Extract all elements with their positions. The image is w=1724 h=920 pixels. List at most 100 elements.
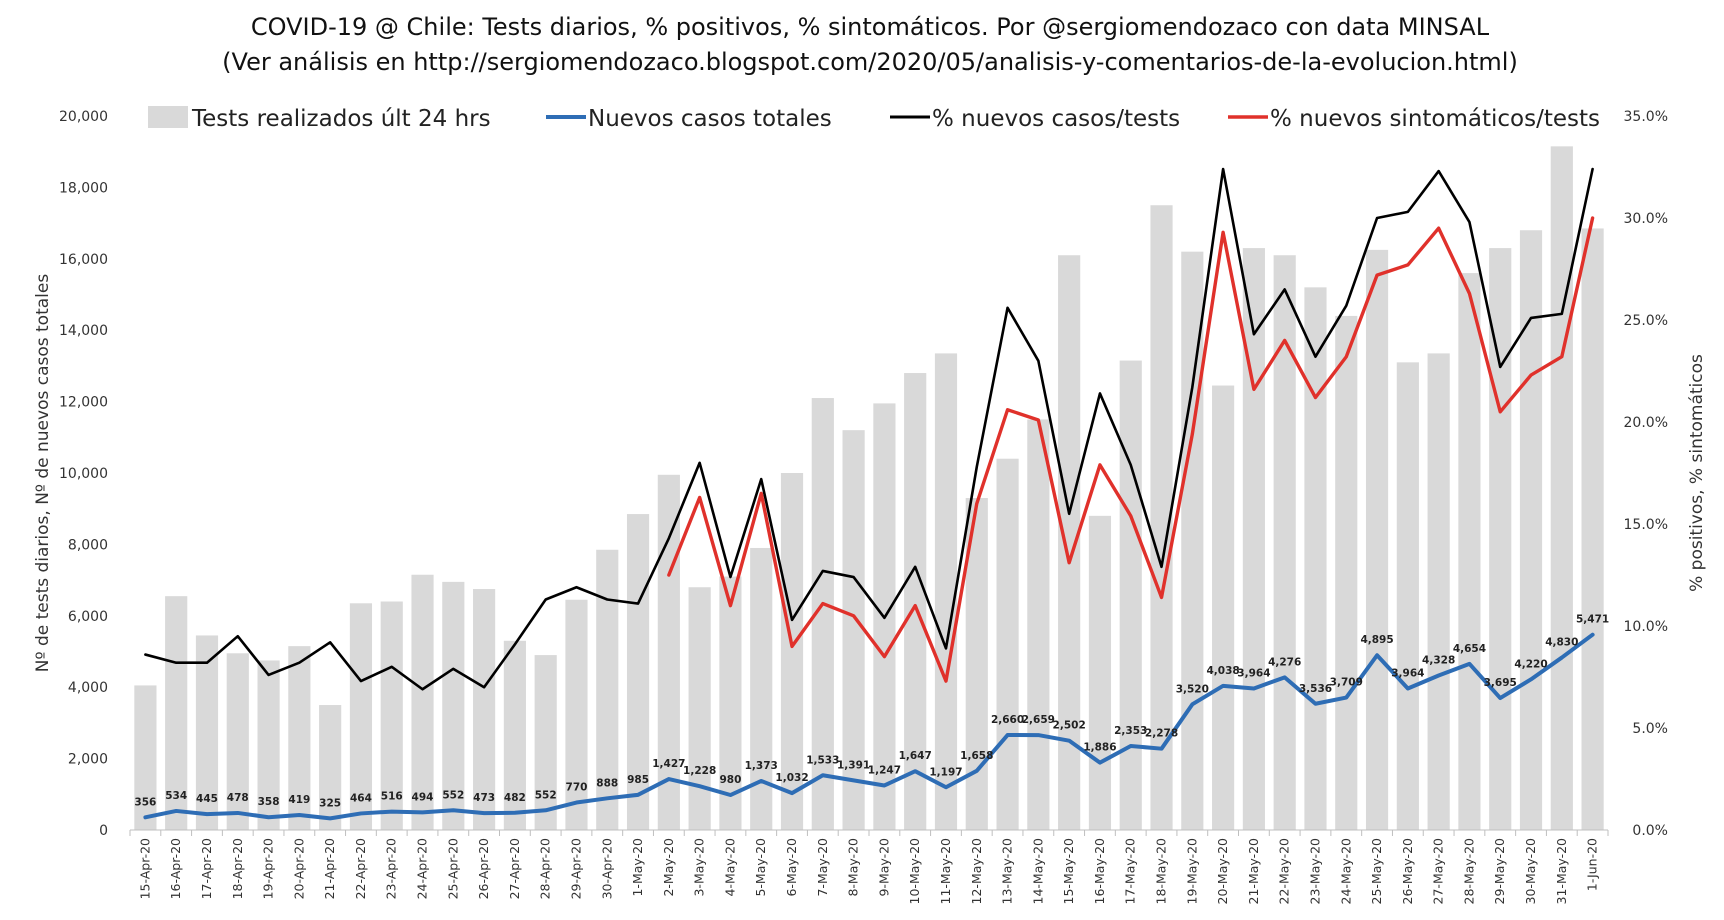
chart-title-line1: COVID-19 @ Chile: Tests diarios, % posit… xyxy=(251,13,1490,41)
bar xyxy=(1550,146,1573,831)
y2-tick-label: 25.0% xyxy=(1624,313,1668,329)
cases-data-label: 478 xyxy=(227,792,249,804)
cases-data-label: 534 xyxy=(165,790,187,802)
y-tick-label: 4,000 xyxy=(68,680,108,696)
x-tick-label: 26-Apr-20 xyxy=(476,838,491,899)
bar xyxy=(1304,287,1327,830)
x-tick-label: 30-May-20 xyxy=(1523,838,1538,905)
x-tick-label: 25-May-20 xyxy=(1369,838,1384,905)
cases-data-label: 770 xyxy=(566,782,588,794)
bar xyxy=(904,373,927,830)
x-tick-label: 5-May-20 xyxy=(753,838,768,897)
cases-data-label: 3,709 xyxy=(1330,677,1363,689)
cases-data-label: 980 xyxy=(719,774,741,786)
y-axis-right-title: % positivos, % sintomáticos xyxy=(1687,354,1707,592)
x-tick-label: 19-Apr-20 xyxy=(261,838,276,899)
x-tick-label: 9-May-20 xyxy=(876,838,891,897)
x-tick-label: 15-May-20 xyxy=(1061,838,1076,905)
y-tick-label: 10,000 xyxy=(59,466,108,482)
cases-data-label: 552 xyxy=(535,789,557,801)
bar xyxy=(1027,419,1050,830)
x-tick-label: 19-May-20 xyxy=(1184,838,1199,905)
x-tick-label: 28-Apr-20 xyxy=(538,838,553,899)
bar xyxy=(1335,315,1358,830)
line-pos-rate xyxy=(144,167,1594,691)
cases-data-label: 4,830 xyxy=(1545,637,1578,649)
line-cases xyxy=(143,632,1595,821)
bar xyxy=(1119,360,1142,830)
x-tick-label: 18-May-20 xyxy=(1154,838,1169,905)
cases-data-label: 552 xyxy=(442,789,464,801)
cases-data-label: 1,391 xyxy=(837,759,870,771)
x-tick-label: 2-May-20 xyxy=(661,838,676,897)
cases-data-label: 358 xyxy=(258,796,280,808)
cases-data-label: 494 xyxy=(412,791,434,803)
bar xyxy=(534,655,557,830)
x-tick-label: 13-May-20 xyxy=(1000,838,1015,905)
cases-data-label: 482 xyxy=(504,792,526,804)
y2-tick-label: 0.0% xyxy=(1632,823,1668,839)
bar xyxy=(780,473,804,830)
x-tick-label: 18-Apr-20 xyxy=(230,838,245,899)
x-tick-label: 14-May-20 xyxy=(1030,838,1045,905)
bar xyxy=(657,474,680,830)
x-tick-label: 22-Apr-20 xyxy=(353,838,368,899)
line-symp-rate xyxy=(667,216,1595,683)
x-tick-label: 1-Jun-20 xyxy=(1585,838,1600,891)
bar xyxy=(1212,385,1235,830)
bar xyxy=(1427,353,1450,830)
x-tick-label: 25-Apr-20 xyxy=(445,838,460,899)
cases-data-label: 325 xyxy=(319,797,341,809)
bar xyxy=(1088,515,1112,830)
y-tick-label: 16,000 xyxy=(59,252,108,268)
cases-data-label: 2,278 xyxy=(1145,728,1178,740)
x-tick-label: 17-May-20 xyxy=(1123,838,1138,905)
y-tick-label: 14,000 xyxy=(59,323,108,339)
y2-tick-label: 20.0% xyxy=(1624,415,1668,431)
y2-tick-label: 30.0% xyxy=(1624,211,1668,227)
cases-data-label: 1,647 xyxy=(899,750,932,762)
bar xyxy=(503,640,526,830)
x-tick-label: 29-Apr-20 xyxy=(568,838,583,899)
cases-data-label: 445 xyxy=(196,793,218,805)
cases-data-label: 4,654 xyxy=(1453,643,1486,655)
x-tick-label: 17-Apr-20 xyxy=(199,838,214,899)
cases-data-label: 3,520 xyxy=(1176,683,1209,695)
bar xyxy=(688,587,711,830)
bar xyxy=(1150,205,1173,830)
legend-bars-swatch xyxy=(148,106,188,128)
cases-data-label: 1,533 xyxy=(806,754,839,766)
bar xyxy=(565,599,588,830)
cases-data-label: 1,427 xyxy=(652,758,685,770)
cases-data-label: 888 xyxy=(596,777,618,789)
x-tick-label: 26-May-20 xyxy=(1400,838,1415,905)
legend-cases-label: Nuevos casos totales xyxy=(588,106,832,132)
cases-data-label: 3,964 xyxy=(1391,667,1424,679)
cases-data-label: 1,197 xyxy=(929,766,962,778)
x-tick-label: 12-May-20 xyxy=(969,838,984,905)
bar xyxy=(1058,255,1081,831)
cases-data-label: 3,695 xyxy=(1484,677,1517,689)
x-tick-label: 30-Apr-20 xyxy=(599,838,614,899)
y-tick-label: 0 xyxy=(99,823,108,839)
x-tick-label: 20-Apr-20 xyxy=(291,838,306,899)
x-tick-label: 8-May-20 xyxy=(846,838,861,897)
x-tick-label: 3-May-20 xyxy=(692,838,707,897)
bar xyxy=(257,660,280,830)
cases-data-label: 516 xyxy=(381,791,403,803)
bar xyxy=(288,646,311,830)
bar xyxy=(596,549,619,830)
legend-symp-rate-label: % nuevos sintomáticos/tests xyxy=(1270,106,1600,132)
x-tick-label: 23-May-20 xyxy=(1307,838,1322,905)
legend: Tests realizados últ 24 hrs Nuevos casos… xyxy=(148,106,1600,132)
cases-data-label: 4,220 xyxy=(1514,658,1547,670)
cases-data-label: 1,658 xyxy=(960,750,993,762)
y-tick-label: 12,000 xyxy=(59,395,108,411)
x-tick-label: 24-Apr-20 xyxy=(415,838,430,899)
series-lines xyxy=(143,167,1595,821)
cases-data-label: 1,886 xyxy=(1083,742,1116,754)
y2-tick-label: 5.0% xyxy=(1632,721,1668,737)
bar xyxy=(750,547,773,830)
x-tick-label: 16-Apr-20 xyxy=(168,838,183,899)
bar xyxy=(411,574,434,830)
